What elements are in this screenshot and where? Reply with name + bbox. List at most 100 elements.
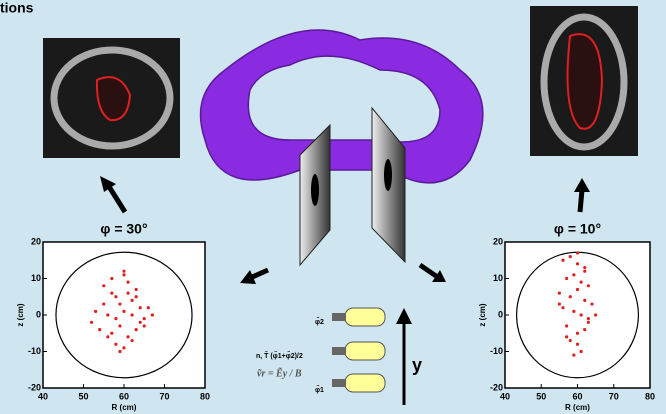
- x-axis-label: R (cm): [565, 403, 590, 412]
- data-point: [572, 273, 575, 276]
- data-point: [569, 339, 572, 342]
- data-point: [569, 255, 572, 258]
- y-tick-label: -10: [28, 346, 41, 356]
- data-point: [122, 273, 125, 276]
- data-point: [118, 350, 121, 353]
- data-point: [143, 317, 146, 320]
- data-point: [569, 295, 572, 298]
- data-point: [580, 281, 583, 284]
- y-tick-label: 0: [498, 309, 503, 319]
- plot-area: [43, 242, 205, 388]
- data-point: [565, 324, 568, 327]
- data-point: [131, 299, 134, 302]
- x-tick-label: 40: [38, 391, 48, 401]
- data-point: [558, 292, 561, 295]
- axis-label: y: [412, 355, 422, 375]
- data-point: [565, 277, 568, 280]
- data-point: [580, 350, 583, 353]
- data-point: [126, 292, 129, 295]
- panel-label: φ = 30°: [100, 221, 147, 237]
- x-tick-label: 50: [536, 391, 546, 401]
- data-point: [139, 321, 142, 324]
- data-point: [126, 281, 129, 284]
- formula: ṽr = Ẽy / B: [257, 367, 302, 379]
- data-point: [576, 288, 579, 291]
- data-point: [576, 343, 579, 346]
- data-point: [114, 317, 117, 320]
- x-tick-label: 60: [119, 391, 129, 401]
- y-axis-label: z (cm): [478, 303, 487, 326]
- probes: [332, 308, 385, 392]
- panel-label: φ = 10°: [554, 221, 601, 237]
- data-point: [594, 313, 597, 316]
- x-tick-label: 80: [200, 391, 210, 401]
- data-point: [110, 277, 113, 280]
- data-point: [576, 251, 579, 254]
- data-point: [583, 270, 586, 273]
- data-point: [106, 313, 109, 316]
- x-tick-label: 50: [78, 391, 88, 401]
- data-point: [572, 310, 575, 313]
- data-point: [565, 335, 568, 338]
- data-point: [587, 321, 590, 324]
- data-point: [118, 324, 121, 327]
- data-point: [135, 288, 138, 291]
- data-point: [135, 328, 138, 331]
- data-point: [576, 332, 579, 335]
- data-point: [90, 321, 93, 324]
- data-point: [126, 335, 129, 338]
- y-tick-label: 10: [31, 273, 41, 283]
- data-point: [131, 339, 134, 342]
- x-axis-label: R (cm): [112, 403, 137, 412]
- y-tick-label: -10: [490, 346, 503, 356]
- data-point: [131, 313, 134, 316]
- probe-label: φ̃1: [315, 386, 324, 394]
- data-point: [587, 284, 590, 287]
- probe-label: n, T̃ (φ̃1+φ̃2)/2: [256, 352, 303, 360]
- photo-right: [530, 6, 638, 156]
- y-tick-label: 0: [36, 309, 41, 319]
- y-tick-label: -20: [28, 382, 41, 392]
- x-tick-label: 70: [609, 391, 619, 401]
- y-tick-label: 20: [493, 236, 503, 246]
- data-point: [576, 262, 579, 265]
- y-tick-label: -20: [490, 382, 503, 392]
- x-tick-label: 80: [645, 391, 655, 401]
- data-point: [118, 302, 121, 305]
- data-point: [143, 324, 146, 327]
- figure: tions φ̃2 n, T̃ (φ̃1+φ̃2)/2 φ̃1 ṽr = Ẽy …: [0, 0, 666, 414]
- page: tions φ̃2 n, T̃ (φ̃1+φ̃2)/2 φ̃1 ṽr = Ẽy …: [0, 0, 666, 414]
- data-point: [580, 313, 583, 316]
- data-point: [114, 295, 117, 298]
- data-point: [102, 284, 105, 287]
- data-point: [114, 343, 117, 346]
- probe-label: φ̃2: [315, 318, 324, 326]
- data-point: [122, 270, 125, 273]
- data-point: [106, 335, 109, 338]
- data-point: [98, 328, 101, 331]
- slot: [311, 174, 319, 206]
- data-point: [590, 302, 593, 305]
- x-tick-label: 60: [572, 391, 582, 401]
- x-tick-label: 40: [500, 391, 510, 401]
- data-point: [147, 306, 150, 309]
- data-point: [102, 302, 105, 305]
- data-point: [583, 299, 586, 302]
- data-point: [558, 302, 561, 305]
- y-axis-label: z (cm): [16, 303, 25, 326]
- title: tions: [0, 0, 34, 16]
- slot: [384, 159, 392, 191]
- data-point: [135, 295, 138, 298]
- data-point: [583, 328, 586, 331]
- data-point: [122, 310, 125, 313]
- data-point: [110, 292, 113, 295]
- photo-left: [43, 38, 180, 158]
- data-point: [151, 313, 154, 316]
- data-point: [587, 317, 590, 320]
- data-point: [561, 259, 564, 262]
- data-point: [583, 266, 586, 269]
- data-point: [561, 306, 564, 309]
- x-tick-label: 70: [159, 391, 169, 401]
- data-point: [94, 310, 97, 313]
- y-tick-label: 20: [31, 236, 41, 246]
